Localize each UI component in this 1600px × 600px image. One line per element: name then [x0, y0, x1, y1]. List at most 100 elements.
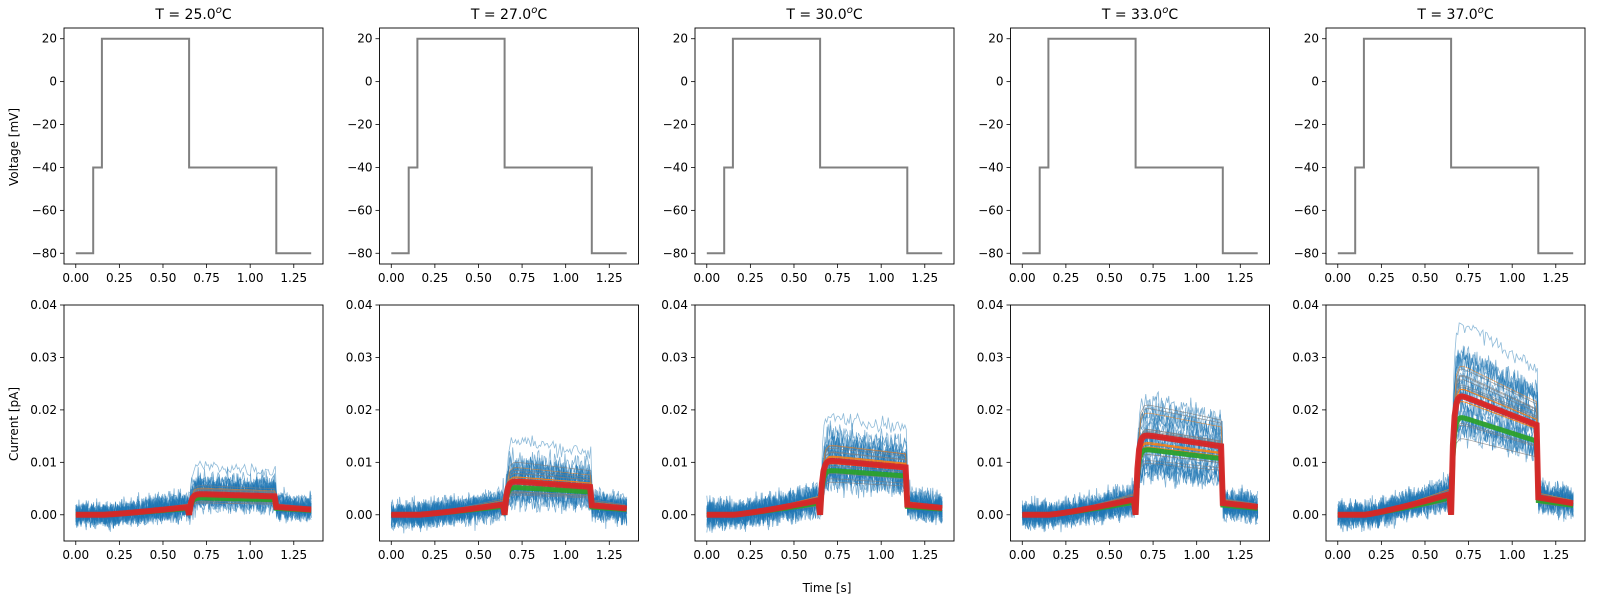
x-tick-label: 1.00 [868, 548, 895, 562]
y-axis-label-voltage: Voltage [mV] [7, 108, 21, 186]
y-tick-label: 0.00 [30, 508, 57, 522]
voltage-axes: 20 0 −20 −40 −60 −80 0.00 0.25 0.50 0.75 1.00 1.25 [347, 27, 639, 285]
y-tick-label: −60 [663, 203, 688, 217]
x-tick-label: 0.50 [150, 271, 177, 285]
voltage-plot-area [695, 28, 954, 264]
voltage-plot-area [379, 28, 639, 264]
mean-fit-line [391, 480, 627, 516]
mean-fit-line [1337, 395, 1574, 516]
x-tick-label: 0.50 [1096, 548, 1123, 562]
x-tick-label: 0.50 [465, 271, 492, 285]
x-tick-label: 0.25 [1368, 271, 1395, 285]
y-tick-label: 0.00 [1292, 508, 1319, 522]
x-tick-label: 1.25 [1227, 548, 1254, 562]
panel-title: T = 30.0oC [785, 5, 862, 23]
voltage-axes-frame [1325, 27, 1586, 265]
current-traces [1021, 390, 1259, 533]
x-tick-label: 0.50 [781, 548, 808, 562]
panel-title-unit: C [1484, 7, 1494, 23]
panel-title-unit: C [222, 7, 232, 23]
panel-title-main: T = 30.0 [785, 7, 846, 23]
panel-title-superscript: o [1478, 5, 1484, 16]
x-tick-label: 0.50 [1096, 271, 1123, 285]
y-tick-label: 0.03 [977, 350, 1004, 364]
x-tick-label: 0.00 [62, 271, 89, 285]
current-axes-frame [694, 304, 955, 542]
voltage-axes-frame [694, 27, 955, 265]
y-tick-label: −60 [32, 203, 57, 217]
voltage-protocol-line [1337, 37, 1574, 255]
panel-title-main: T = 37.0 [1416, 7, 1477, 23]
y-tick-label: −60 [347, 203, 372, 217]
panel-0: T = 25.0oC 20 0 −20 −40 −60 −80 0.00 0.25 0.50 0.7… [30, 5, 324, 562]
data-trace-outlier [75, 460, 311, 523]
x-tick-label: 0.25 [106, 548, 133, 562]
y-tick-label: 0.03 [661, 350, 688, 364]
voltage-axes: 20 0 −20 −40 −60 −80 0.00 0.25 0.50 0.75 1.00 1.25 [978, 27, 1270, 285]
current-traces [390, 435, 628, 534]
y-tick-label: 0 [996, 75, 1004, 89]
mean-fit-line [75, 493, 312, 516]
mean-fit-line [706, 460, 943, 516]
panel-title: T = 37.0oC [1416, 5, 1493, 23]
x-tick-label: 0.25 [737, 548, 764, 562]
y-tick-label: −80 [1294, 246, 1319, 260]
y-tick-label: 0 [49, 75, 57, 89]
x-tick-label: 0.75 [509, 271, 536, 285]
x-tick-label: 0.75 [1455, 271, 1482, 285]
y-tick-label: −40 [32, 160, 57, 174]
y-tick-label: −20 [978, 118, 1003, 132]
y-tick-label: −80 [32, 246, 57, 260]
x-tick-label: 0.25 [422, 548, 449, 562]
x-tick-label: 0.00 [62, 548, 89, 562]
y-tick-label: −20 [1294, 118, 1319, 132]
voltage-plot-area [1326, 28, 1585, 264]
x-tick-label: 1.25 [1542, 271, 1569, 285]
x-tick-label: 0.50 [150, 548, 177, 562]
y-tick-label: −40 [347, 160, 372, 174]
y-tick-label: 0.00 [977, 508, 1004, 522]
x-tick-label: 1.25 [596, 271, 623, 285]
current-axes: 0.00 0.01 0.02 0.03 0.04 0.00 0.25 0.50 0.75 1.00… [346, 298, 639, 562]
mean-fit-line [1022, 434, 1258, 516]
x-tick-label: 0.75 [1140, 271, 1167, 285]
y-tick-label: 0.04 [30, 298, 57, 312]
x-tick-label: 0.00 [1324, 548, 1351, 562]
x-tick-label: 0.25 [422, 271, 449, 285]
y-tick-label: 0.01 [346, 455, 373, 469]
y-tick-label: −20 [347, 118, 372, 132]
y-tick-label: −20 [663, 118, 688, 132]
y-tick-label: −80 [978, 246, 1003, 260]
y-tick-label: 0.02 [346, 403, 373, 417]
x-tick-label: 0.00 [1009, 271, 1036, 285]
y-tick-label: 20 [42, 32, 57, 46]
x-tick-label: 1.00 [1183, 271, 1210, 285]
x-tick-label: 1.00 [1183, 548, 1210, 562]
x-tick-label: 0.50 [781, 271, 808, 285]
panel-title-main: T = 25.0 [154, 7, 215, 23]
x-tick-label: 1.25 [280, 548, 307, 562]
x-tick-label: 1.00 [552, 548, 579, 562]
y-tick-label: 20 [988, 32, 1003, 46]
y-tick-label: −80 [663, 246, 688, 260]
y-tick-label: 0.03 [1292, 350, 1319, 364]
panel-2: T = 30.0oC 20 0 −20 −40 −60 −80 0.00 0.25 0.50 0.7… [661, 5, 955, 562]
y-tick-label: −60 [978, 203, 1003, 217]
x-tick-label: 1.00 [1499, 548, 1526, 562]
y-tick-label: 0.04 [661, 298, 688, 312]
current-traces [75, 460, 312, 532]
panel-title-unit: C [537, 7, 547, 23]
y-axis-label-current: Current [pA] [7, 387, 21, 461]
x-tick-label: 1.00 [237, 271, 264, 285]
y-tick-label: −40 [978, 160, 1003, 174]
panel-3: T = 33.0oC 20 0 −20 −40 −60 −80 0.00 0.25 0.50 0.7… [977, 5, 1270, 562]
x-tick-label: 0.25 [737, 271, 764, 285]
x-tick-label: 1.25 [911, 548, 938, 562]
voltage-protocol-line [75, 37, 312, 255]
x-tick-label: 1.00 [552, 271, 579, 285]
y-tick-label: 0.02 [30, 403, 57, 417]
x-axis-label: Time [s] [802, 581, 852, 595]
y-tick-label: 20 [1304, 32, 1319, 46]
y-tick-label: −80 [347, 246, 372, 260]
panel-title-superscript: o [531, 5, 537, 16]
